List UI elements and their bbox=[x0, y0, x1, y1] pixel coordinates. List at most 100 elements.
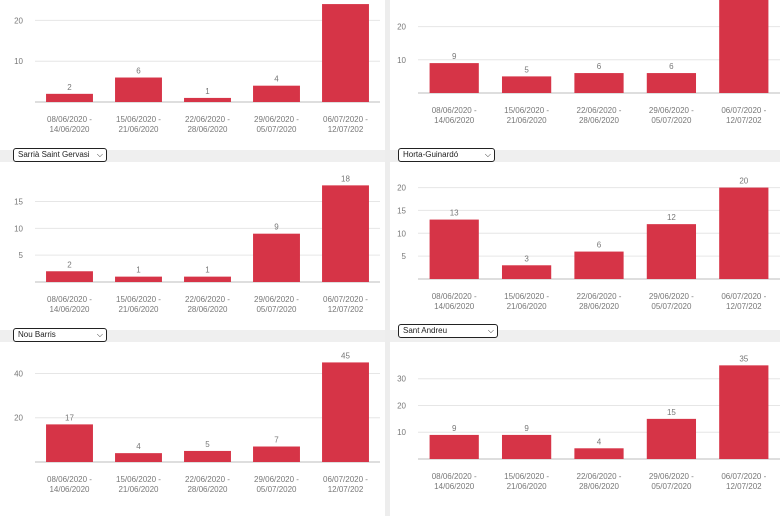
bar[interactable] bbox=[429, 219, 479, 279]
bar[interactable] bbox=[719, 0, 769, 93]
data-label: 1 bbox=[205, 266, 210, 275]
data-label: 4 bbox=[136, 442, 141, 451]
x-tick-label: 06/07/2020 - bbox=[323, 115, 368, 124]
x-tick-label: 28/06/2020 bbox=[187, 125, 228, 134]
y-tick-label: 5 bbox=[19, 251, 24, 260]
x-tick-label: 29/06/2020 - bbox=[649, 106, 694, 115]
data-label: 45 bbox=[341, 351, 350, 360]
bar[interactable] bbox=[574, 251, 624, 279]
x-tick-label: 05/07/2020 bbox=[256, 125, 297, 134]
chart-panel-1: 10 20 2 08/06/2020 -14/06/2020 6 15/06/2020 -… bbox=[0, 0, 385, 145]
bar[interactable] bbox=[46, 424, 93, 462]
x-tick-label: 14/06/2020 bbox=[434, 116, 475, 125]
bar[interactable] bbox=[253, 85, 300, 102]
x-tick-label: 28/06/2020 bbox=[579, 302, 620, 311]
bar[interactable] bbox=[322, 4, 369, 102]
y-tick-label: 5 bbox=[402, 252, 407, 261]
bar[interactable] bbox=[429, 434, 479, 459]
bar-chart-1: 10 20 2 08/06/2020 -14/06/2020 6 15/06/2020 -… bbox=[14, 4, 380, 134]
y-tick-label: 20 bbox=[397, 401, 406, 410]
y-tick-label: 10 bbox=[14, 224, 23, 233]
x-tick-label: 29/06/2020 - bbox=[649, 472, 694, 481]
x-tick-label: 06/07/2020 - bbox=[721, 472, 766, 481]
x-tick-label: 08/06/2020 - bbox=[432, 292, 477, 301]
chart-panel-4: 5 10 15 20 13 08/06/2020 -14/06/2020 3 15/06/20… bbox=[390, 165, 780, 320]
bar[interactable] bbox=[501, 76, 552, 93]
y-tick-label: 20 bbox=[14, 414, 23, 423]
x-tick-label: 28/06/2020 bbox=[579, 116, 620, 125]
bar-chart-3: 5 10 15 2 08/06/2020 -14/06/2020 1 15/06/2020 … bbox=[14, 174, 380, 314]
chart-panel-2: 10 20 9 08/06/2020 -14/06/2020 5 15/06/2020 -… bbox=[390, 0, 780, 145]
y-tick-label: 20 bbox=[14, 16, 23, 25]
bar[interactable] bbox=[115, 453, 162, 462]
x-tick-label: 15/06/2020 - bbox=[116, 295, 161, 304]
district-select-horta-value: Horta-Guinardó bbox=[403, 150, 459, 159]
x-tick-label: 22/06/2020 - bbox=[185, 295, 230, 304]
x-tick-label: 14/06/2020 bbox=[434, 482, 475, 491]
bar[interactable] bbox=[253, 233, 300, 282]
bar[interactable] bbox=[646, 73, 697, 93]
y-tick-label: 10 bbox=[397, 428, 406, 437]
y-tick-label: 20 bbox=[397, 184, 406, 193]
data-label: 3 bbox=[524, 254, 529, 263]
bar[interactable] bbox=[253, 446, 300, 462]
bar[interactable] bbox=[184, 97, 231, 102]
bar[interactable] bbox=[719, 365, 769, 459]
x-tick-label: 08/06/2020 - bbox=[47, 295, 92, 304]
chevron-down-icon: ⌵ bbox=[96, 150, 103, 159]
x-tick-label: 12/07/202 bbox=[726, 116, 762, 125]
chevron-down-icon: ⌵ bbox=[484, 150, 491, 159]
y-tick-label: 15 bbox=[397, 206, 406, 215]
district-select-horta[interactable]: Horta-Guinardó ⌵ bbox=[398, 148, 495, 162]
bar[interactable] bbox=[46, 93, 93, 102]
district-select-nou-barris[interactable]: Nou Barris ⌵ bbox=[13, 328, 107, 342]
bar[interactable] bbox=[115, 276, 162, 282]
data-label: 35 bbox=[739, 354, 748, 363]
bar[interactable] bbox=[574, 73, 624, 93]
bar[interactable] bbox=[184, 276, 231, 282]
x-tick-label: 28/06/2020 bbox=[187, 485, 228, 494]
district-select-sarria-value: Sarrià Saint Gervasi bbox=[18, 150, 90, 159]
data-label: 13 bbox=[450, 209, 459, 218]
x-tick-label: 21/06/2020 bbox=[118, 305, 159, 314]
bar[interactable] bbox=[46, 271, 93, 282]
data-label: 12 bbox=[667, 213, 676, 222]
bar[interactable] bbox=[322, 362, 369, 462]
x-tick-label: 22/06/2020 - bbox=[577, 472, 622, 481]
x-tick-label: 15/06/2020 - bbox=[116, 475, 161, 484]
x-tick-label: 22/06/2020 - bbox=[577, 106, 622, 115]
x-tick-label: 15/06/2020 - bbox=[504, 472, 549, 481]
x-tick-label: 05/07/2020 bbox=[256, 485, 297, 494]
bar[interactable] bbox=[501, 265, 552, 279]
district-select-sant-andreu[interactable]: Sant Andreu ⌵ bbox=[398, 324, 498, 338]
district-select-sarria[interactable]: Sarrià Saint Gervasi ⌵ bbox=[13, 148, 107, 162]
data-label: 9 bbox=[452, 424, 457, 433]
data-label: 7 bbox=[274, 436, 279, 445]
x-tick-label: 14/06/2020 bbox=[434, 302, 475, 311]
bar[interactable] bbox=[322, 185, 369, 282]
x-tick-label: 15/06/2020 - bbox=[504, 106, 549, 115]
x-tick-label: 29/06/2020 - bbox=[254, 115, 299, 124]
x-tick-label: 08/06/2020 - bbox=[47, 475, 92, 484]
bar[interactable] bbox=[646, 224, 697, 279]
data-label: 18 bbox=[341, 174, 350, 183]
x-tick-label: 14/06/2020 bbox=[49, 485, 90, 494]
bar[interactable] bbox=[184, 450, 231, 462]
y-tick-label: 30 bbox=[397, 375, 406, 384]
x-tick-label: 12/07/202 bbox=[328, 125, 364, 134]
y-tick-label: 10 bbox=[397, 56, 406, 65]
y-tick-label: 10 bbox=[397, 229, 406, 238]
column-divider bbox=[385, 0, 390, 516]
bar-chart-4: 5 10 15 20 13 08/06/2020 -14/06/2020 3 15/06/20… bbox=[397, 177, 780, 311]
data-label: 6 bbox=[597, 62, 602, 71]
data-label: 6 bbox=[669, 62, 674, 71]
x-tick-label: 22/06/2020 - bbox=[577, 292, 622, 301]
data-label: 9 bbox=[524, 424, 529, 433]
bar-chart-6: 10 20 30 9 08/06/2020 -14/06/2020 9 15/06/2020… bbox=[397, 354, 780, 491]
bar[interactable] bbox=[429, 63, 479, 93]
bar[interactable] bbox=[501, 434, 552, 459]
bar[interactable] bbox=[115, 77, 162, 102]
bar[interactable] bbox=[719, 187, 769, 279]
bar[interactable] bbox=[574, 448, 624, 459]
bar[interactable] bbox=[646, 418, 697, 459]
